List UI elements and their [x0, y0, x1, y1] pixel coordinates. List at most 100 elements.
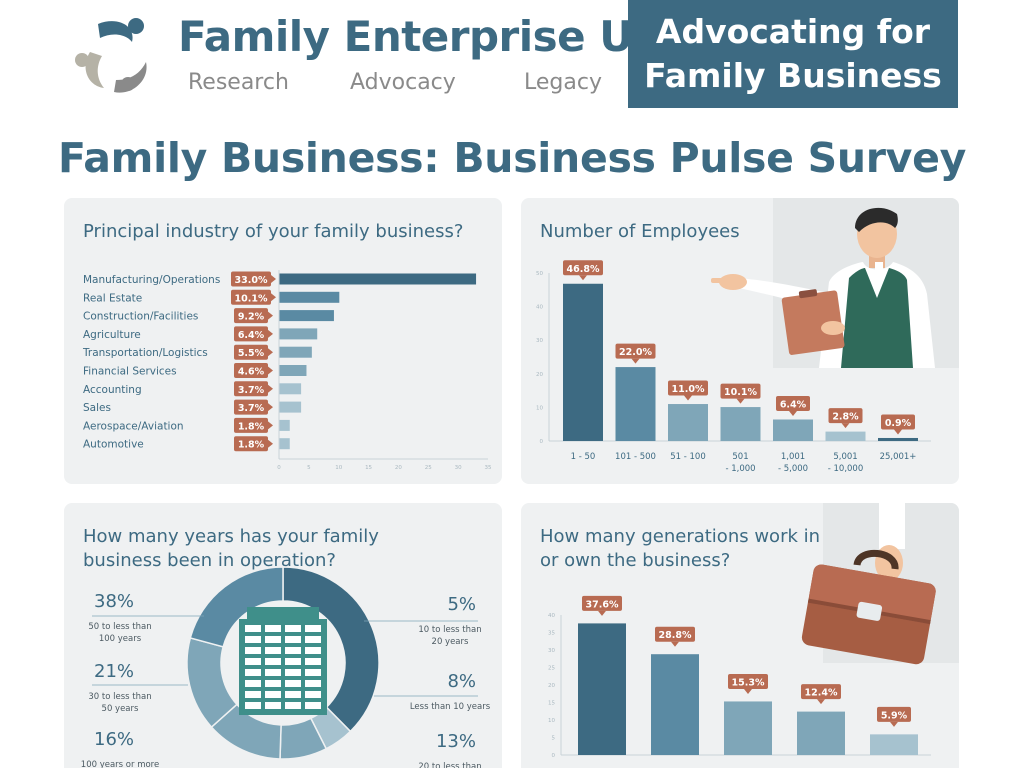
generations-value-label: 5.9%	[881, 710, 908, 721]
employees-value-label-bg	[720, 383, 761, 399]
generations-y-tick-label: 40	[548, 613, 555, 619]
building-window	[305, 647, 321, 654]
employees-category-label: - 1,000	[725, 464, 755, 474]
years-chart: 38% 50 to less than 100 years 21% 30 to less…	[81, 566, 491, 768]
employees-category-label: 501	[732, 452, 748, 462]
employees-bar	[668, 404, 708, 441]
industry-bar	[279, 346, 312, 358]
generations-value-label: 15.3%	[732, 677, 765, 688]
brand-name: Family Enterprise USA	[178, 12, 695, 61]
employees-bar	[825, 431, 866, 441]
generations-y-tick-label: 0	[552, 753, 556, 759]
building-window	[265, 691, 281, 698]
employees-y-tick-label: 40	[536, 305, 543, 311]
building-window	[285, 625, 301, 632]
generations-y-tick-label: 35	[548, 631, 555, 637]
employees-value-label: 22.0%	[619, 347, 652, 358]
industry-value-label-pointer	[268, 366, 273, 375]
industry-value-label: 3.7%	[238, 403, 265, 414]
building-window	[245, 636, 261, 643]
industry-value-label-pointer	[268, 329, 273, 338]
years-slice-label: 50 years	[102, 704, 139, 714]
industry-value-label-bg	[234, 363, 268, 378]
tagline-legacy: Legacy	[524, 70, 602, 95]
family-logo-icon	[75, 18, 147, 93]
industry-category-label: Financial Services	[83, 366, 177, 378]
building-window	[285, 680, 301, 687]
industry-category-label: Accounting	[83, 384, 142, 396]
employees-value-label-bg	[563, 260, 603, 276]
building-window	[285, 658, 301, 665]
industry-value-label-pointer	[268, 439, 273, 448]
banner-line-2: Family Business	[644, 56, 942, 95]
industry-category-label: Transportation/Logistics	[82, 347, 208, 359]
generations-chart: 0 5 10 15 20 25 30 35 40 37.6% 28.8% 15.3% 12.4% 5.9%	[548, 595, 931, 759]
header: Family Enterprise USA Research Advocacy …	[0, 0, 1024, 120]
years-slice-value: 13%	[436, 731, 476, 752]
generations-panel: How many generations work in or own the …	[521, 503, 959, 768]
building-window	[245, 702, 261, 709]
building-window	[305, 669, 321, 676]
employees-value-label: 6.4%	[780, 399, 807, 410]
employees-value-label-bg	[776, 395, 810, 411]
building-window	[305, 636, 321, 643]
industry-value-label: 5.5%	[238, 348, 265, 359]
generations-value-label-bg	[877, 706, 911, 722]
generations-y-tick-label: 10	[548, 718, 555, 724]
industry-value-label-pointer	[271, 293, 276, 302]
employees-value-label-pointer	[579, 275, 587, 281]
years-chart-title: How many years has your family business …	[83, 526, 379, 571]
employees-category-label: 5,001	[833, 452, 857, 462]
employees-value-label: 10.1%	[724, 387, 757, 398]
building-window	[265, 658, 281, 665]
generations-value-label-pointer	[890, 721, 898, 727]
generations-bar	[797, 711, 845, 755]
employees-y-tick-label: 50	[536, 271, 543, 277]
building-window	[265, 702, 281, 709]
years-slice-label: 20 years	[432, 637, 469, 647]
generations-bar	[578, 623, 626, 755]
industry-category-label: Real Estate	[83, 292, 142, 304]
industry-value-label: 6.4%	[238, 330, 265, 341]
years-slice-value: 5%	[447, 594, 476, 615]
industry-bar	[279, 438, 290, 450]
employees-value-label-bg	[668, 380, 708, 396]
industry-value-label-bg	[234, 326, 268, 342]
generations-value-label: 37.6%	[586, 599, 619, 610]
briefcase-illustration	[801, 503, 959, 665]
employees-value-label-pointer	[894, 429, 902, 435]
employees-y-tick-label: 0	[540, 439, 544, 445]
years-slice-label: 20 to less than	[418, 762, 481, 768]
building-window	[265, 680, 281, 687]
employees-bar	[773, 419, 813, 441]
industry-x-tick-label: 20	[395, 465, 402, 471]
industry-category-label: Aerospace/Aviation	[83, 420, 184, 432]
industry-category-label: Agriculture	[83, 329, 141, 341]
industry-value-label-pointer	[268, 403, 273, 412]
employees-category-label: - 5,000	[778, 464, 808, 474]
generations-value-label-pointer	[744, 688, 752, 694]
industry-value-label-bg	[231, 289, 271, 305]
industry-category-label: Manufacturing/Operations	[83, 274, 220, 286]
industry-bar	[279, 328, 318, 340]
years-panel: How many years has your family business …	[64, 503, 502, 768]
generations-value-label-pointer	[817, 699, 825, 705]
building-window	[265, 669, 281, 676]
employees-value-label: 2.8%	[832, 412, 859, 423]
employees-category-label: 1 - 50	[571, 452, 596, 462]
generations-y-tick-label: 5	[552, 736, 556, 742]
building-window	[245, 647, 261, 654]
generations-value-label-pointer	[598, 610, 606, 616]
generations-y-tick-label: 25	[548, 666, 555, 672]
years-slice-value: 8%	[447, 671, 476, 692]
generations-value-label-bg	[801, 684, 841, 700]
industry-bar	[279, 401, 302, 413]
generations-value-label: 28.8%	[659, 630, 692, 641]
employees-chart-title: Number of Employees	[540, 221, 740, 242]
building-window	[265, 636, 281, 643]
years-slice-value: 16%	[94, 729, 134, 750]
employees-value-label-pointer	[631, 358, 640, 364]
building-window	[245, 680, 261, 687]
industry-value-label-bg	[234, 436, 268, 452]
industry-x-tick-label: 0	[277, 465, 281, 471]
